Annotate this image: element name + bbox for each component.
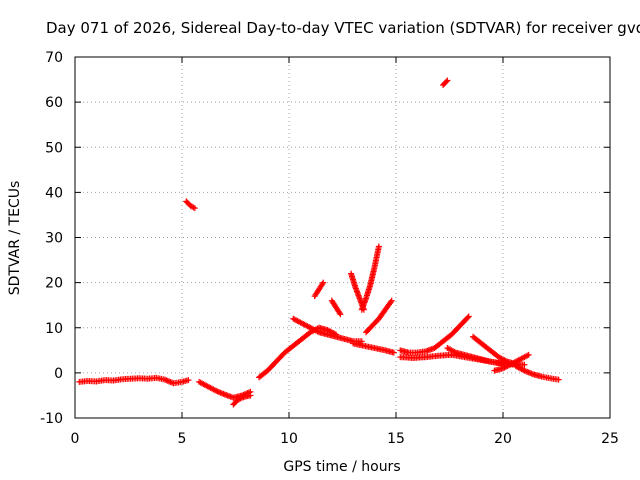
y-tick-label: 50 [45, 140, 63, 156]
data-point [191, 205, 198, 212]
data-point [521, 361, 528, 368]
data-point-fill [336, 309, 343, 316]
data-point [465, 313, 472, 320]
y-tick-label: 10 [45, 321, 63, 337]
data-point-fill [387, 298, 394, 305]
data-point [337, 311, 344, 318]
y-tick-label: -10 [40, 411, 63, 427]
data-point [555, 376, 562, 383]
data-point [358, 338, 365, 345]
y-tick-label: 30 [45, 231, 63, 247]
x-tick-label: 15 [387, 431, 405, 447]
x-tick-label: 10 [280, 431, 298, 447]
data-point-fill [464, 314, 471, 321]
chart-title: Day 071 of 2026, Sidereal Day-to-day VTE… [46, 19, 640, 37]
x-axis-label: GPS time / hours [283, 459, 400, 475]
data-point-fill [443, 78, 450, 85]
y-tick-label: 70 [45, 50, 63, 66]
data-point [525, 351, 532, 358]
marks-layer [76, 77, 562, 408]
data-point [185, 377, 192, 384]
grid-layer [75, 57, 610, 418]
x-tick-label: 0 [71, 431, 80, 447]
data-point [375, 243, 382, 250]
x-tick-label: 25 [601, 431, 619, 447]
x-tick-label: 5 [178, 431, 187, 447]
y-tick-label: 0 [54, 366, 63, 382]
data-point [444, 77, 451, 84]
data-point [390, 349, 397, 356]
plot-frame [74, 56, 611, 419]
data-point-fill [319, 280, 326, 287]
data-point [247, 392, 254, 399]
tick-layer: 0 5 10 15 20 25 -10 0 10 20 30 40 50 60 70 [40, 50, 619, 447]
data-point [388, 297, 395, 304]
y-tick-label: 60 [45, 95, 63, 111]
y-axis-label: SDTVAR / TECUs [7, 181, 23, 296]
x-tick-label: 20 [494, 431, 512, 447]
y-tick-label: 40 [45, 185, 63, 201]
data-point [320, 279, 327, 286]
y-tick-label: 20 [45, 276, 63, 292]
